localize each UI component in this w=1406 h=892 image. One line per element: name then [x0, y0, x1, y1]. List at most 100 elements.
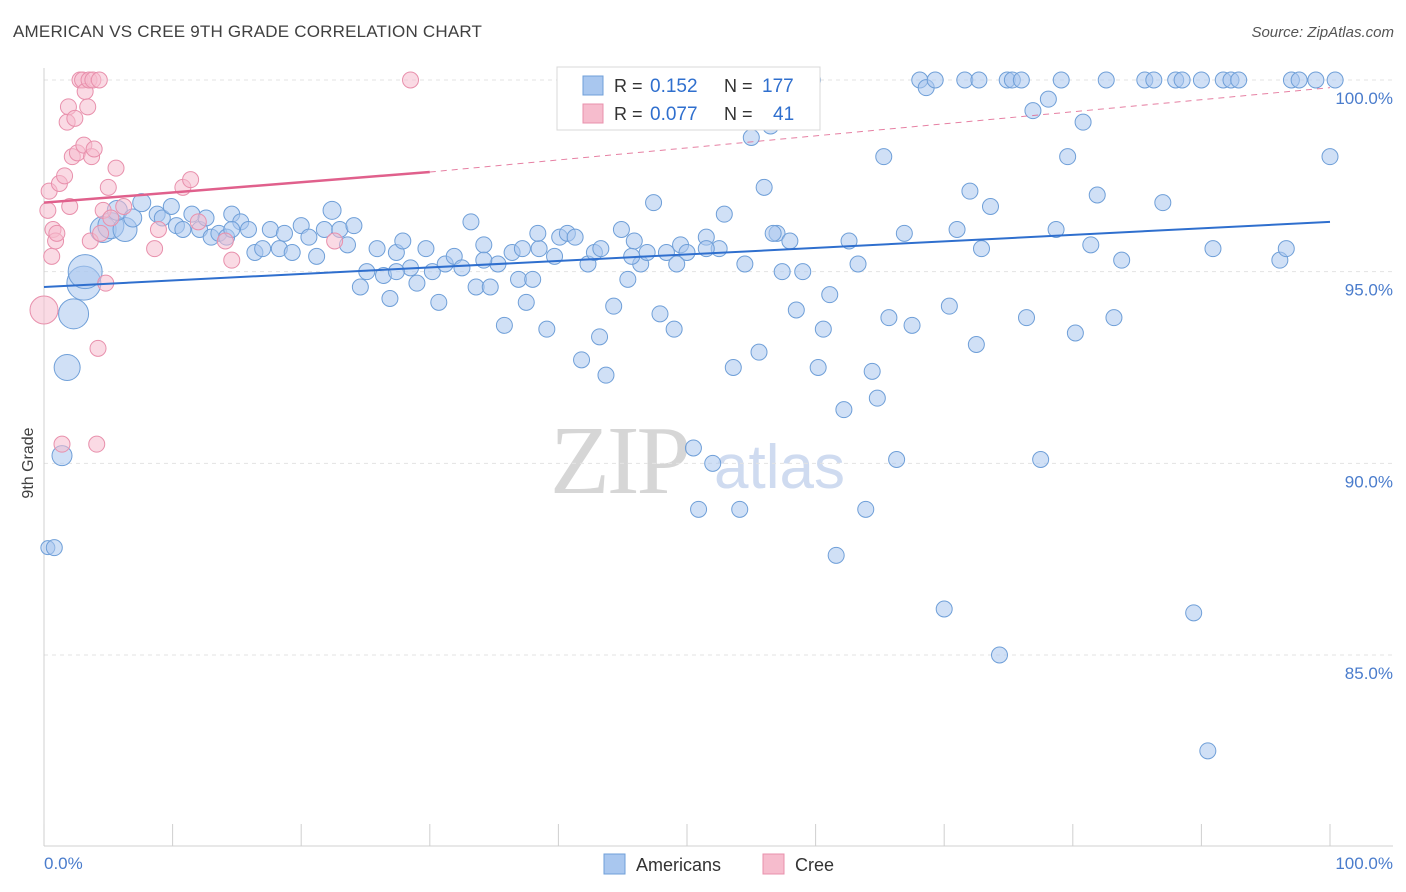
americans-point: [849, 255, 867, 273]
americans-point: [1018, 309, 1036, 327]
cree-point: [146, 240, 164, 258]
americans-point: [742, 129, 760, 146]
americans-point: [597, 366, 615, 384]
americans-point: [1059, 148, 1077, 166]
americans-point: [935, 600, 953, 618]
americans-point: [612, 221, 630, 238]
americans-point: [940, 297, 958, 315]
cree-point: [107, 159, 125, 177]
americans-point: [1088, 186, 1106, 204]
americans-point: [1012, 71, 1030, 89]
cree-point: [61, 198, 79, 215]
americans-point: [1039, 90, 1057, 108]
americans-point: [875, 148, 893, 166]
cree-point: [39, 201, 57, 219]
americans-point: [638, 244, 656, 261]
americans-point: [417, 240, 435, 258]
americans-point: [467, 278, 485, 296]
americans-point: [58, 298, 90, 330]
gridlines: [44, 79, 1393, 656]
americans-point: [283, 244, 301, 261]
source-label: Source: ZipAtlas.com: [1251, 24, 1394, 41]
americans-point: [967, 336, 985, 353]
cree-point: [99, 178, 117, 196]
americans-point: [517, 293, 535, 311]
americans-point: [857, 500, 875, 518]
americans-point: [1185, 604, 1203, 622]
x-tick-label-max: 100.0%: [1335, 854, 1393, 873]
americans-legend-swatch: [582, 75, 604, 96]
americans-point: [990, 646, 1008, 664]
cree-point: [29, 295, 59, 325]
y-tick-labels: 85.0% 90.0% 95.0% 100.0%: [1335, 89, 1393, 683]
americans-point: [566, 228, 584, 246]
americans-point: [1277, 240, 1295, 258]
y-tick-label: 95.0%: [1345, 281, 1393, 300]
americans-point: [475, 236, 493, 254]
y-axis-label: 9th Grade: [20, 427, 37, 498]
cree-point: [216, 232, 234, 250]
cree-trend-line-dashed: [429, 87, 1331, 173]
americans-point: [308, 247, 326, 265]
americans-point: [67, 254, 103, 290]
americans-point: [538, 320, 556, 338]
americans-point: [495, 316, 513, 334]
cree-point: [88, 435, 106, 453]
stats-legend: R = 0.152 N = 177 R = 0.077 N = 41: [556, 66, 821, 131]
americans-point: [1307, 71, 1325, 89]
americans-point: [880, 309, 898, 327]
watermark-atlas: atlas: [714, 433, 845, 502]
americans-point: [764, 224, 782, 242]
legend-swatch-cree: [762, 853, 785, 875]
americans-point: [394, 232, 412, 250]
americans-point: [814, 320, 832, 338]
cree-point: [89, 339, 107, 357]
americans-point: [261, 221, 279, 238]
cree-point: [85, 140, 103, 158]
americans-point: [1230, 71, 1248, 89]
americans-point: [430, 293, 448, 311]
cree-point: [48, 224, 66, 242]
cree-point: [56, 167, 74, 185]
americans-point: [605, 297, 623, 315]
americans-point: [524, 270, 542, 288]
americans-point: [592, 240, 610, 258]
r-label-americans: R =: [614, 76, 643, 96]
americans-point: [300, 228, 318, 246]
americans-point: [961, 182, 979, 200]
americans-point: [668, 255, 686, 273]
americans-point: [715, 205, 733, 223]
r-value-americans: 0.152: [650, 76, 698, 97]
americans-point: [53, 354, 81, 381]
trend-lines: [43, 87, 1331, 288]
americans-point: [972, 240, 990, 258]
americans-point: [724, 359, 742, 376]
americans-point: [1066, 324, 1084, 342]
americans-point: [591, 328, 609, 346]
chart-title: AMERICAN VS CREE 9TH GRADE CORRELATION C…: [13, 22, 483, 41]
r-value-cree: 0.077: [650, 104, 698, 125]
americans-point: [453, 259, 471, 277]
cree-point: [402, 71, 420, 89]
americans-point: [1204, 240, 1222, 258]
americans-point: [408, 274, 426, 292]
watermark-zip: ZIP: [550, 407, 688, 515]
americans-point: [1173, 71, 1191, 89]
cree-point: [43, 247, 61, 265]
americans-point: [162, 198, 180, 215]
cree-point: [66, 109, 84, 127]
americans-point: [368, 240, 386, 258]
americans-point: [736, 255, 754, 273]
americans-point: [322, 200, 342, 220]
americans-point: [529, 224, 547, 242]
americans-point: [895, 224, 913, 242]
n-label-cree: N =: [724, 104, 753, 124]
americans-point: [345, 217, 363, 235]
americans-points: [40, 69, 1344, 760]
americans-point: [821, 286, 839, 304]
y-tick-label: 100.0%: [1335, 89, 1393, 108]
americans-point: [1321, 148, 1339, 166]
americans-point: [1047, 221, 1065, 238]
y-tick-label: 85.0%: [1345, 664, 1393, 683]
